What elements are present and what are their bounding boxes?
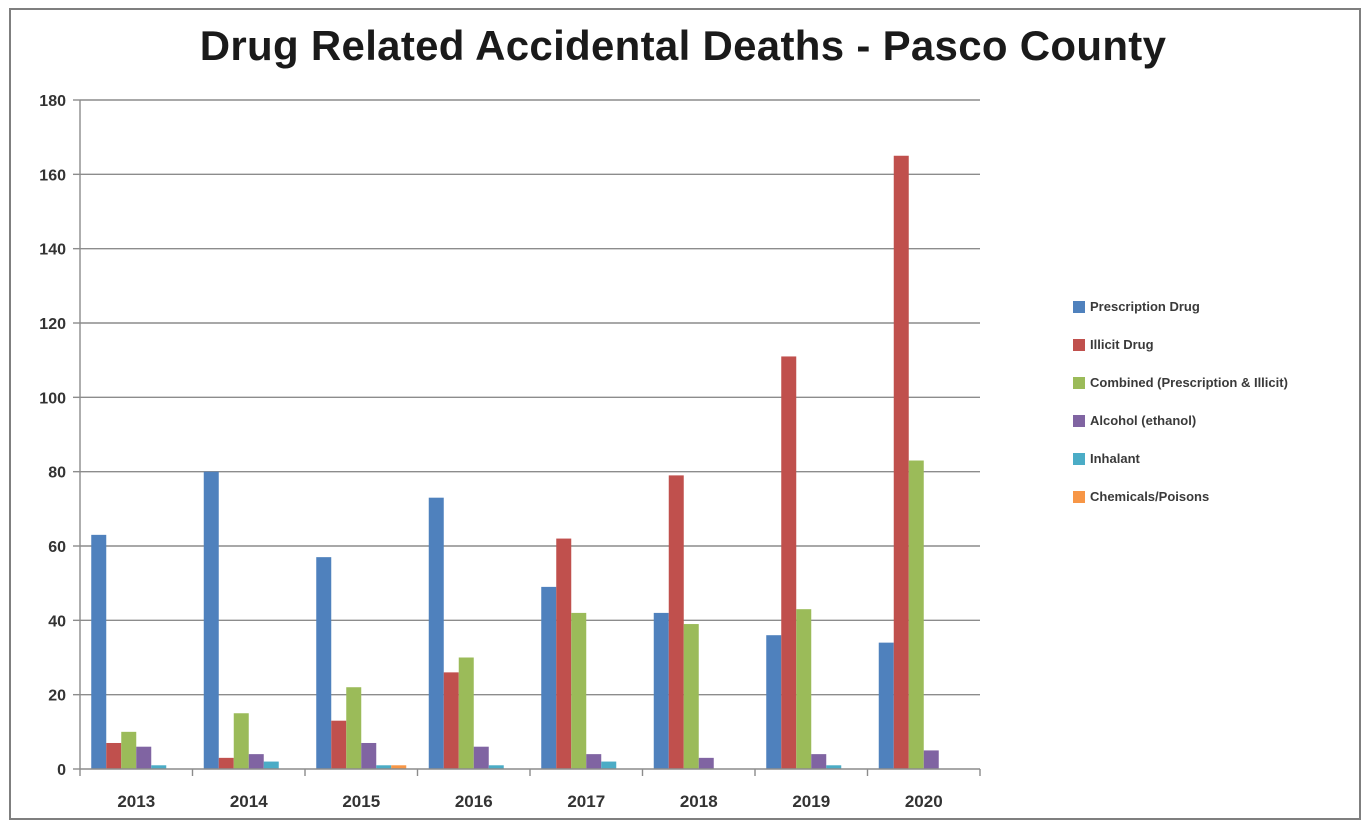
bar-alcohol-ethanol-2018 xyxy=(698,757,714,769)
bar-illicit-drug-2015 xyxy=(331,720,347,769)
bar-prescription-drug-2019 xyxy=(766,635,782,769)
bar-combined-prescription-illicit-2013 xyxy=(121,731,137,769)
bar-inhalant-2017 xyxy=(601,761,617,769)
bar-chemicals-poisons-2015 xyxy=(391,765,407,769)
x-tick-label: 2013 xyxy=(117,792,155,811)
bar-combined-prescription-illicit-2015 xyxy=(346,687,362,769)
y-tick-labels: 0 20 40 60 80 100 120 140 160 180 xyxy=(39,93,66,779)
bar-combined-prescription-illicit-2020 xyxy=(908,460,924,769)
y-tick-label: 160 xyxy=(39,167,66,184)
bar-combined-prescription-illicit-2017 xyxy=(571,612,587,769)
legend-item: Chemicals/Poisons xyxy=(1073,487,1363,525)
bar-combined-prescription-illicit-2019 xyxy=(796,609,812,769)
bars xyxy=(91,155,939,769)
bar-illicit-drug-2014 xyxy=(218,757,234,769)
x-tick-label: 2015 xyxy=(342,792,380,811)
bar-prescription-drug-2020 xyxy=(878,642,894,769)
x-tick-label: 2020 xyxy=(905,792,943,811)
bar-inhalant-2019 xyxy=(826,765,842,769)
axes xyxy=(79,100,981,776)
legend-item: Prescription Drug xyxy=(1073,297,1363,335)
bar-combined-prescription-illicit-2014 xyxy=(233,713,249,769)
y-tick-label: 180 xyxy=(39,93,66,110)
bar-inhalant-2016 xyxy=(488,765,504,769)
bar-prescription-drug-2016 xyxy=(428,497,444,769)
legend-swatch xyxy=(1073,377,1085,389)
bar-illicit-drug-2013 xyxy=(106,742,122,769)
y-tick-label: 120 xyxy=(39,316,66,333)
legend-item: Illicit Drug xyxy=(1073,335,1363,373)
y-tick-label: 80 xyxy=(48,465,66,482)
y-tick-label: 40 xyxy=(48,613,66,630)
x-tick-label: 2017 xyxy=(567,792,605,811)
bar-alcohol-ethanol-2020 xyxy=(923,750,939,769)
legend: Prescription Drug Illicit Drug Combined (P… xyxy=(1073,297,1363,525)
bar-combined-prescription-illicit-2018 xyxy=(683,624,699,769)
legend-item: Alcohol (ethanol) xyxy=(1073,411,1363,449)
x-tick-labels: 2013 2014 2015 2016 2017 2018 2019 2020 xyxy=(117,792,942,811)
bar-alcohol-ethanol-2019 xyxy=(811,754,827,769)
chart-title: Drug Related Accidental Deaths - Pasco C… xyxy=(199,22,1167,69)
legend-swatch xyxy=(1073,415,1085,427)
y-tick-label: 140 xyxy=(39,242,66,259)
y-tick-label: 60 xyxy=(48,539,66,556)
bar-inhalant-2015 xyxy=(376,765,392,769)
legend-item: Combined (Prescription & Illicit) xyxy=(1073,373,1363,411)
bar-inhalant-2013 xyxy=(151,765,167,769)
bar-prescription-drug-2015 xyxy=(316,557,332,769)
bar-illicit-drug-2020 xyxy=(893,155,909,769)
bar-illicit-drug-2016 xyxy=(443,672,459,769)
legend-swatch xyxy=(1073,453,1085,465)
legend-swatch xyxy=(1073,491,1085,503)
bar-prescription-drug-2017 xyxy=(541,586,557,769)
x-tick-label: 2019 xyxy=(792,792,830,811)
legend-swatch xyxy=(1073,301,1085,313)
y-tick-label: 100 xyxy=(39,390,66,407)
legend-item: Inhalant xyxy=(1073,449,1363,487)
bar-prescription-drug-2014 xyxy=(203,471,219,769)
x-tick-label: 2016 xyxy=(455,792,493,811)
bar-alcohol-ethanol-2017 xyxy=(586,754,602,769)
x-tick-label: 2014 xyxy=(230,792,268,811)
legend-label: Chemicals/Poisons xyxy=(1090,489,1210,504)
bar-alcohol-ethanol-2016 xyxy=(473,746,489,769)
bar-alcohol-ethanol-2013 xyxy=(136,746,152,769)
bar-combined-prescription-illicit-2016 xyxy=(458,657,474,769)
bar-prescription-drug-2018 xyxy=(653,612,669,769)
bar-illicit-drug-2017 xyxy=(556,538,572,769)
bar-illicit-drug-2019 xyxy=(781,356,797,769)
legend-swatch xyxy=(1073,339,1085,351)
legend-label: Combined (Prescription & Illicit) xyxy=(1090,375,1288,390)
y-tick-label: 20 xyxy=(48,688,66,705)
x-tick-label: 2018 xyxy=(680,792,718,811)
bar-alcohol-ethanol-2015 xyxy=(361,742,377,769)
bar-alcohol-ethanol-2014 xyxy=(248,754,264,769)
bar-prescription-drug-2013 xyxy=(91,534,107,769)
gridlines xyxy=(73,99,980,770)
legend-label: Prescription Drug xyxy=(1090,299,1200,314)
legend-label: Inhalant xyxy=(1090,451,1140,466)
bar-inhalant-2014 xyxy=(263,761,279,769)
legend-label: Illicit Drug xyxy=(1090,337,1154,352)
y-tick-label: 0 xyxy=(57,762,66,779)
legend-label: Alcohol (ethanol) xyxy=(1090,413,1197,428)
bar-illicit-drug-2018 xyxy=(668,475,684,769)
